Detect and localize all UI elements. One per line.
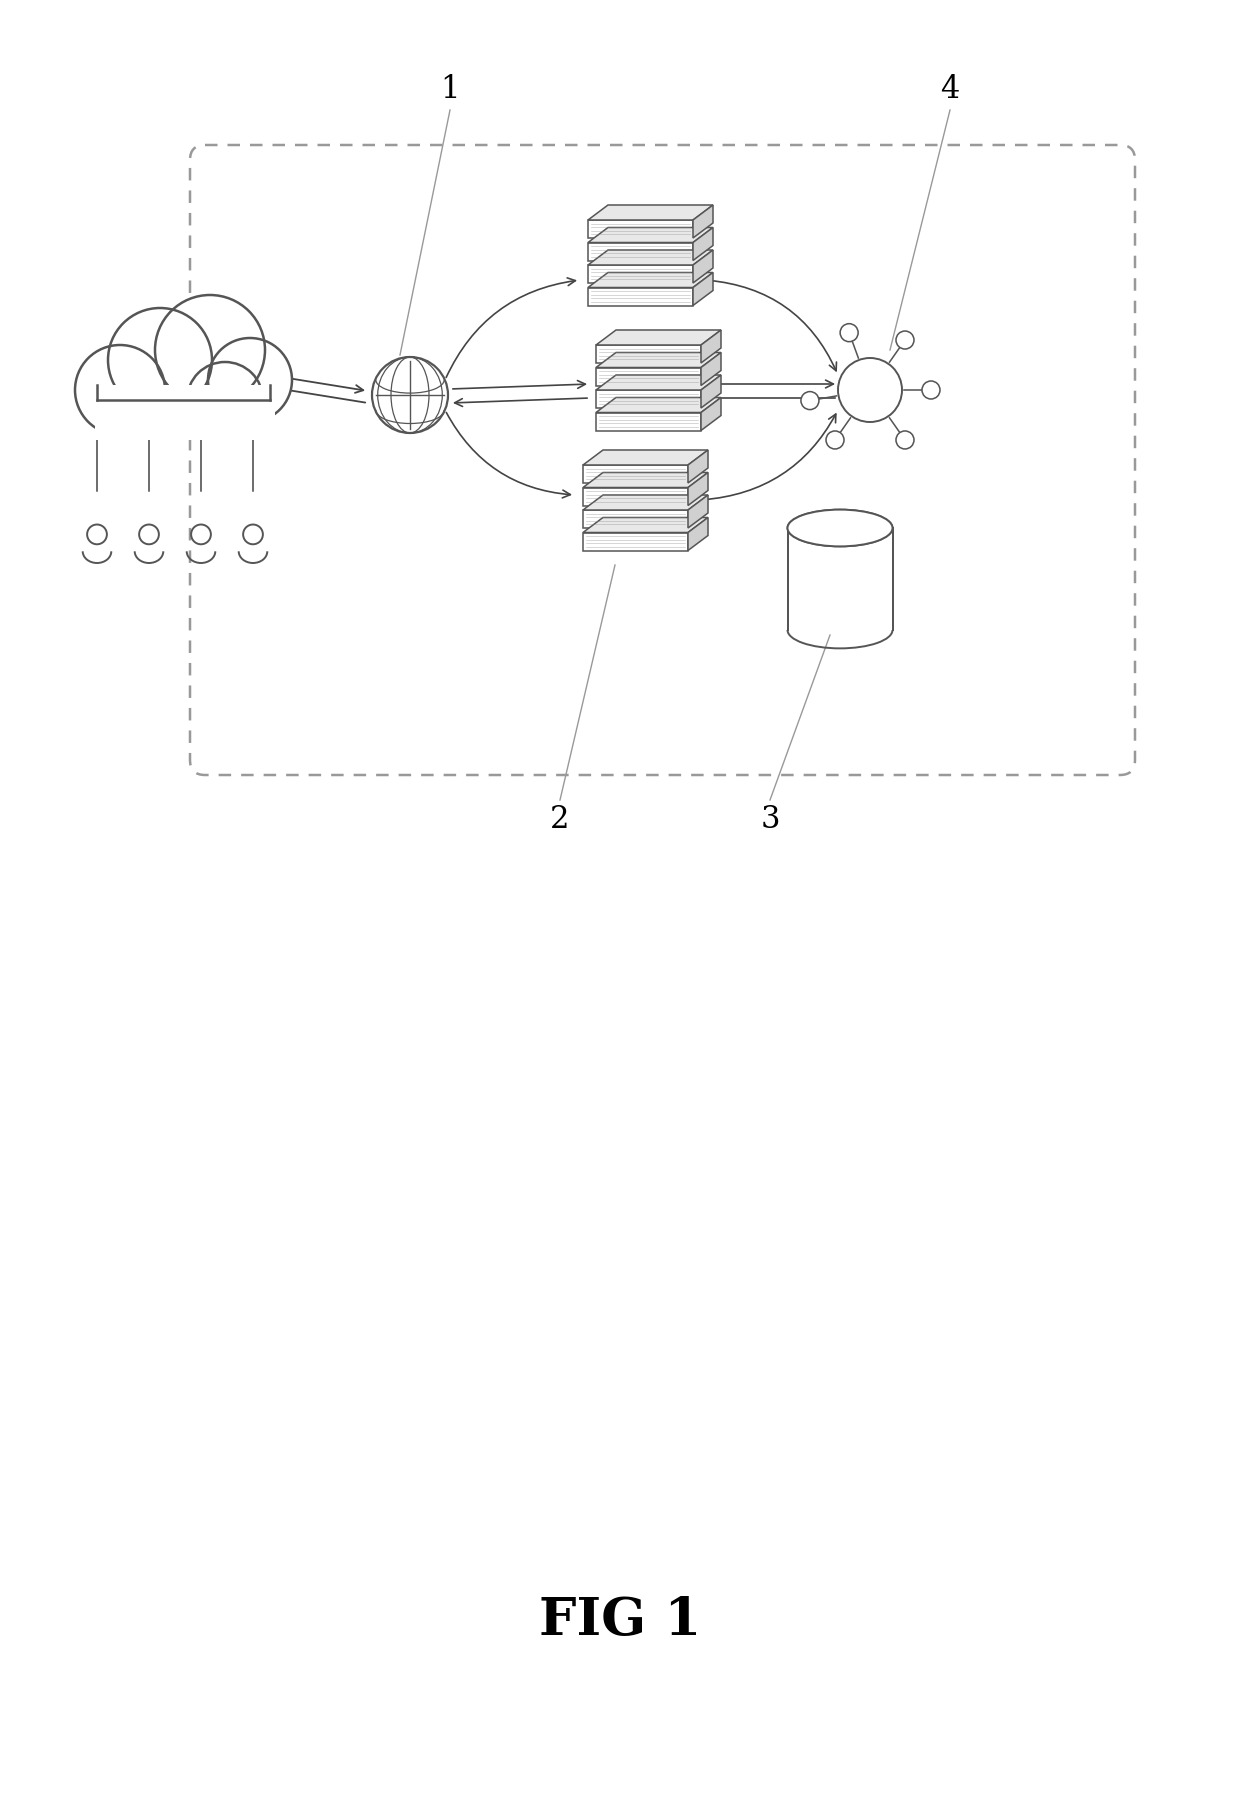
Polygon shape [596, 397, 720, 413]
Text: 3: 3 [760, 804, 780, 835]
Polygon shape [596, 368, 701, 386]
Text: 4: 4 [940, 75, 960, 106]
Circle shape [841, 323, 858, 341]
Circle shape [897, 431, 914, 449]
Circle shape [801, 391, 818, 409]
Text: 1: 1 [440, 75, 460, 106]
Circle shape [187, 363, 263, 438]
Polygon shape [701, 375, 720, 407]
Polygon shape [701, 330, 720, 363]
Polygon shape [693, 205, 713, 239]
Polygon shape [688, 517, 708, 551]
Circle shape [191, 524, 211, 544]
Polygon shape [787, 528, 893, 630]
Polygon shape [583, 451, 708, 465]
Polygon shape [583, 533, 688, 551]
Polygon shape [588, 228, 713, 242]
Polygon shape [596, 345, 701, 363]
Polygon shape [588, 273, 713, 287]
Circle shape [74, 345, 165, 434]
Text: 2: 2 [551, 804, 569, 835]
Circle shape [243, 524, 263, 544]
Polygon shape [701, 352, 720, 386]
Circle shape [372, 357, 448, 433]
Polygon shape [588, 266, 693, 284]
Polygon shape [693, 228, 713, 260]
Polygon shape [588, 250, 713, 266]
Polygon shape [583, 488, 688, 506]
Ellipse shape [787, 510, 893, 546]
Polygon shape [583, 465, 688, 483]
Polygon shape [583, 510, 688, 528]
Polygon shape [588, 221, 693, 239]
Polygon shape [693, 273, 713, 305]
Polygon shape [588, 287, 693, 305]
Circle shape [208, 337, 291, 422]
Polygon shape [596, 352, 720, 368]
Polygon shape [583, 517, 708, 533]
Polygon shape [688, 495, 708, 528]
Polygon shape [583, 472, 708, 488]
Circle shape [108, 309, 212, 413]
Circle shape [155, 294, 265, 406]
Polygon shape [596, 413, 701, 431]
Polygon shape [588, 205, 713, 221]
Polygon shape [588, 242, 693, 260]
Polygon shape [596, 375, 720, 390]
Polygon shape [701, 397, 720, 431]
Text: FIG 1: FIG 1 [539, 1594, 701, 1646]
Circle shape [897, 330, 914, 348]
Circle shape [139, 524, 159, 544]
Circle shape [87, 524, 107, 544]
Polygon shape [693, 250, 713, 284]
Polygon shape [596, 390, 701, 407]
Polygon shape [688, 451, 708, 483]
Circle shape [838, 357, 901, 422]
Circle shape [923, 381, 940, 398]
Polygon shape [596, 330, 720, 345]
Polygon shape [583, 495, 708, 510]
Circle shape [826, 431, 844, 449]
Ellipse shape [787, 510, 893, 546]
Polygon shape [688, 472, 708, 506]
Polygon shape [95, 384, 275, 440]
